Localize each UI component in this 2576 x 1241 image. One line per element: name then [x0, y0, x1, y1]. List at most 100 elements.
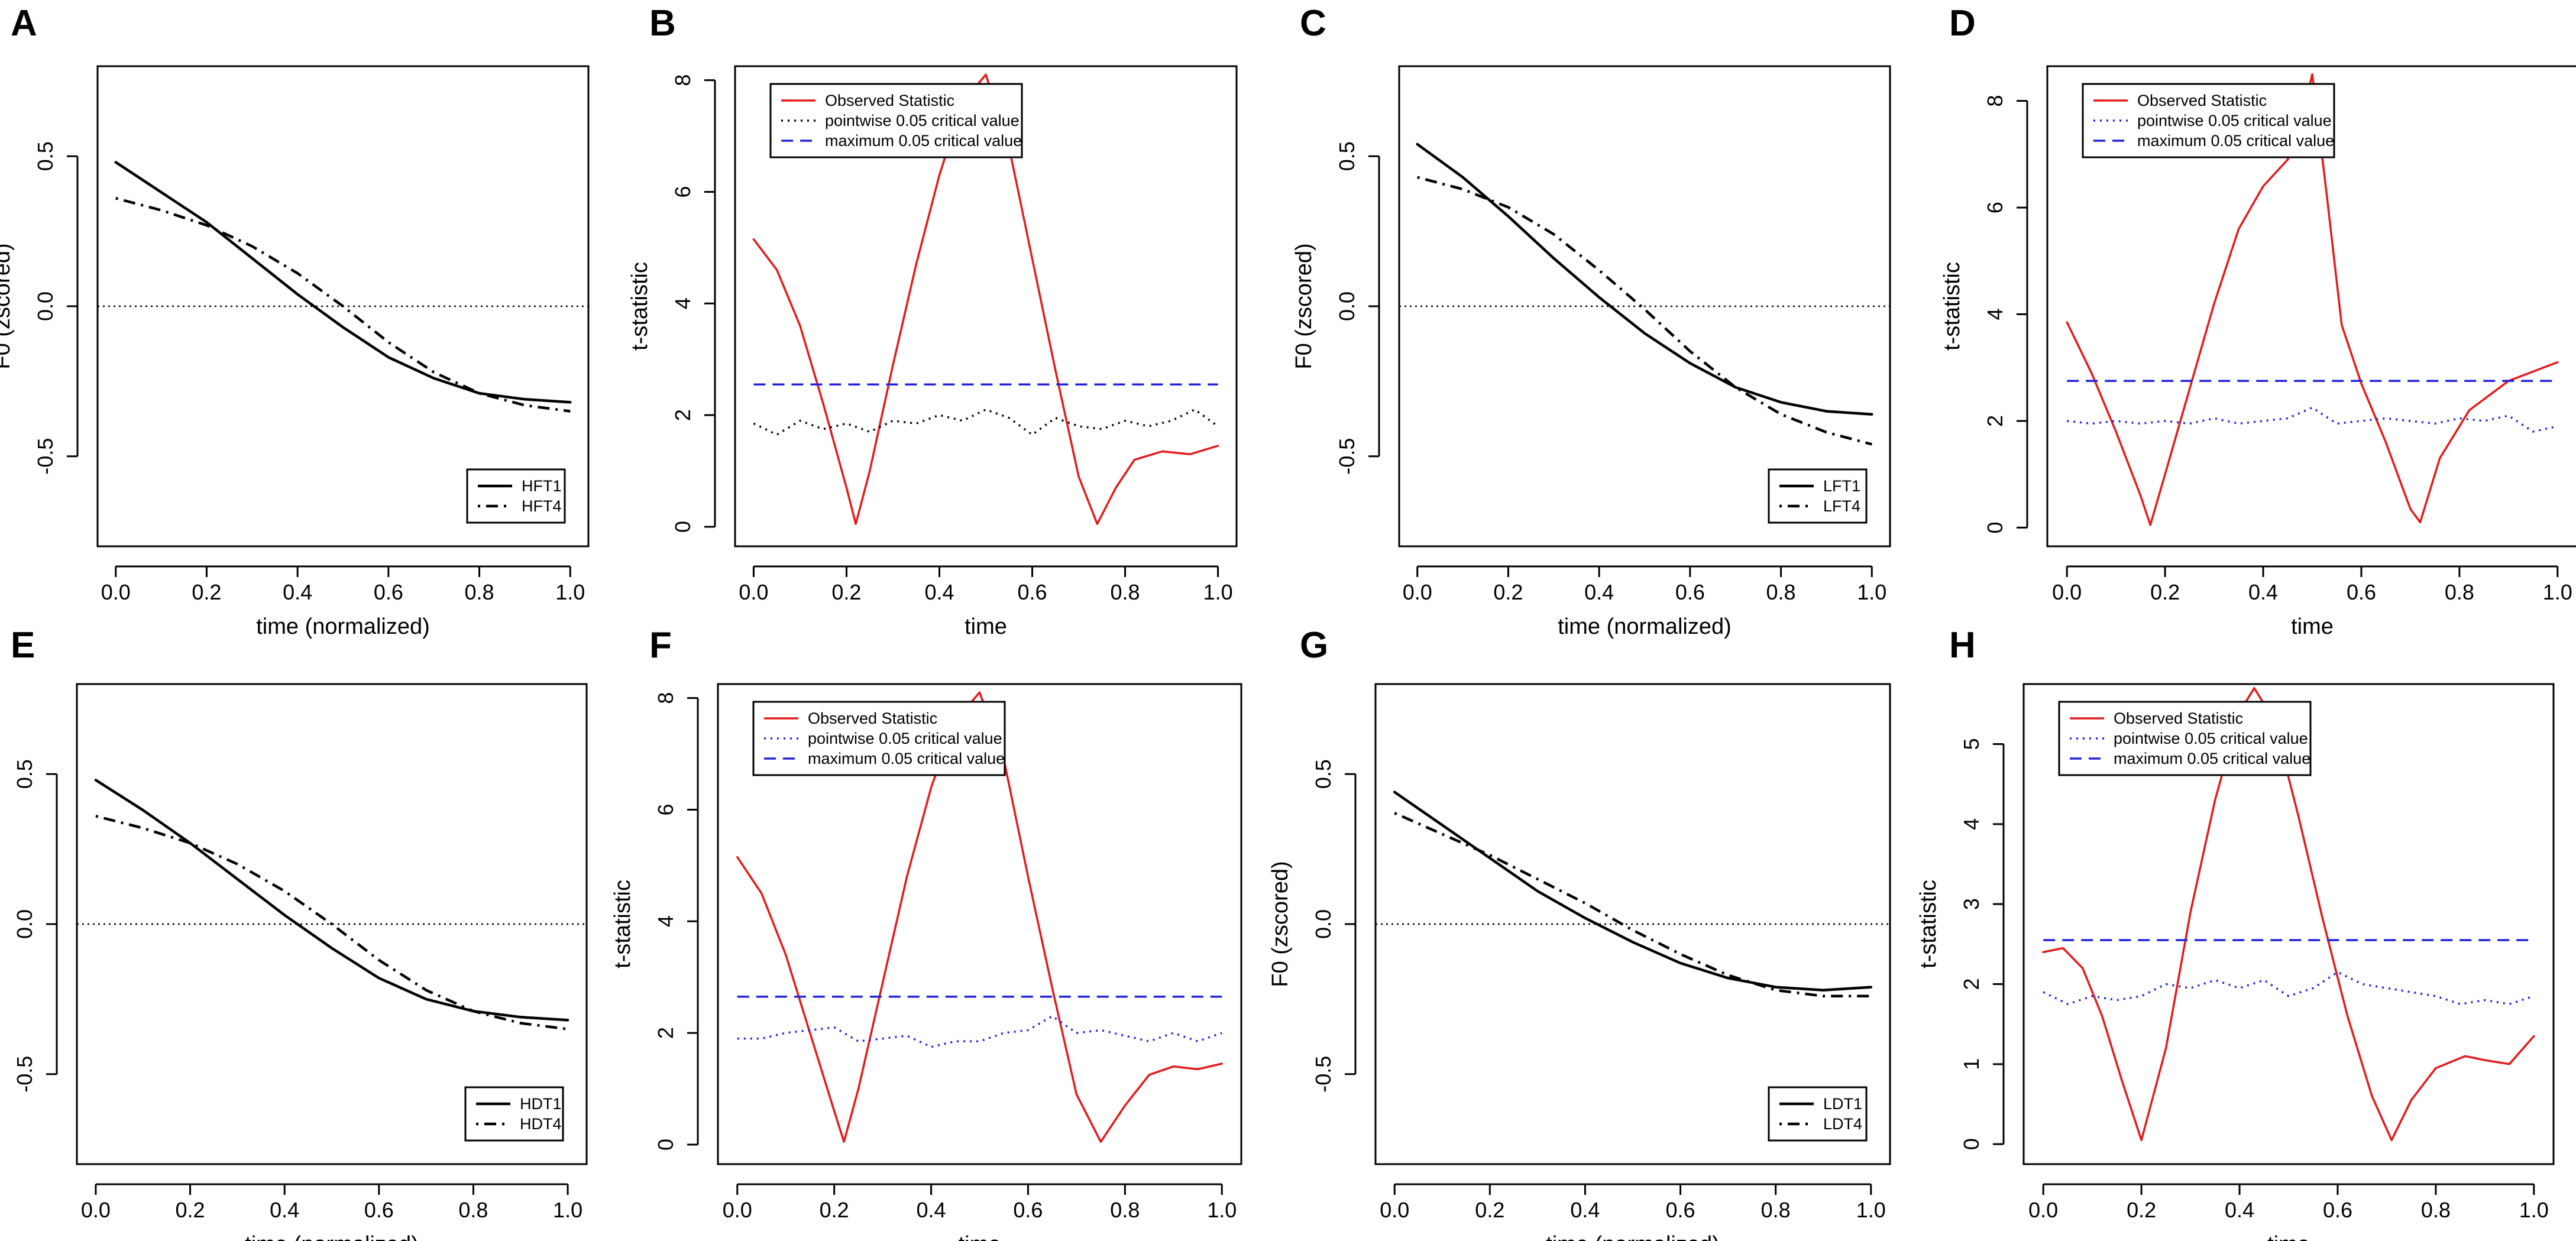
legend: LFT1 LFT4: [1768, 468, 1868, 524]
x-tick-label: 0.2: [2150, 580, 2180, 604]
legend-box: [1768, 1086, 1868, 1142]
legend-label: maximum 0.05 critical value: [2137, 132, 2334, 150]
y-tick-label: 0: [671, 521, 695, 533]
x-tick-label: 1.0: [1856, 1198, 1886, 1222]
panel-letter: F: [649, 625, 672, 666]
x-tick-label: 0.0: [2052, 580, 2082, 604]
x-tick-label: 0.0: [723, 1198, 752, 1222]
x-axis-title: time (normalized): [245, 1232, 419, 1241]
panel-g: G 0.0 0.2 0.4 0.6 0.8 1.0 -0.5 0.0 0.5 time (norma…: [1268, 625, 1891, 1241]
x-tick-label: 0.6: [374, 580, 403, 604]
legend-box: [1768, 468, 1868, 524]
plot-frame: [2046, 65, 2576, 547]
legend: Observed Statistic pointwise 0.05 critica…: [2058, 701, 2312, 776]
x-tick-label: 0.8: [458, 1198, 488, 1222]
x-tick-label: 0.6: [2323, 1198, 2352, 1222]
x-tick-label: 0.0: [739, 580, 768, 604]
legend-box: [2058, 701, 2312, 776]
series-line-hft4: [115, 197, 571, 413]
x-tick-label: 0.0: [2028, 1198, 2058, 1222]
x-tick-label: 0.8: [465, 580, 494, 604]
y-axis-title: t-statistic: [1916, 880, 1941, 968]
legend-label: pointwise 0.05 critical value: [808, 730, 1002, 747]
legend-box: [769, 83, 1023, 158]
y-tick-label: 4: [671, 297, 695, 309]
panel-letter: D: [1949, 3, 1976, 44]
plot-frame: [734, 65, 1238, 547]
legend: Observed Statistic pointwise 0.05 critica…: [752, 701, 1006, 776]
y-tick-label: 0.5: [1311, 759, 1335, 789]
y-tick-label: 2: [671, 409, 695, 421]
y-tick-label: 8: [671, 74, 695, 86]
x-tick-label: 0.2: [1493, 580, 1523, 604]
x-axis-title: time: [965, 614, 1007, 639]
x-tick-label: 0.6: [1675, 580, 1705, 604]
y-axis-title: t-statistic: [1940, 262, 1965, 351]
y-tick-label: 2: [1959, 978, 1983, 990]
panel-letter: G: [1300, 625, 1328, 666]
legend-label: HFT4: [522, 497, 562, 515]
legend: HFT1 HFT4: [466, 468, 566, 524]
legend-label: pointwise 0.05 critical value: [825, 112, 1020, 129]
x-axis-title: time (normalized): [256, 614, 430, 639]
x-axis-title: time: [2267, 1232, 2310, 1241]
series-line-lft1: [1416, 142, 1873, 416]
x-tick-label: 0.0: [81, 1198, 111, 1222]
plot-frame: [717, 683, 1242, 1165]
legend: Observed Statistic pointwise 0.05 critica…: [769, 83, 1023, 158]
series-line-pointwise-0-05-critical-value: [2067, 406, 2558, 433]
x-tick-label: 1.0: [2519, 1198, 2549, 1222]
legend-label: HDT4: [520, 1115, 562, 1133]
legend: LDT1 LDT4: [1768, 1086, 1868, 1142]
panel-e: E 0.0 0.2 0.4 0.6 0.8 1.0 -0.5 0.0 0.5 time (norma…: [11, 625, 588, 1241]
y-tick-label: 0.0: [1335, 291, 1359, 321]
legend-label: Observed Statistic: [2137, 92, 2267, 109]
y-tick-label: 6: [653, 803, 678, 815]
x-tick-label: 0.4: [917, 1198, 946, 1222]
legend-label: LFT4: [1823, 497, 1860, 515]
panel-letter: B: [649, 3, 676, 44]
x-tick-label: 0.6: [364, 1198, 394, 1222]
x-tick-label: 1.0: [2543, 580, 2572, 604]
y-tick-label: 8: [653, 692, 678, 704]
series-line-pointwise-0-05-critical-value: [753, 408, 1219, 436]
y-tick-label: 0.0: [1311, 909, 1335, 939]
legend-label: LFT1: [1823, 477, 1860, 495]
y-tick-label: 0.5: [12, 759, 37, 789]
series-line-hdt1: [94, 779, 569, 1022]
legend-label: maximum 0.05 critical value: [808, 750, 1005, 767]
y-tick-label: -0.5: [12, 1056, 37, 1093]
x-tick-label: 0.6: [1666, 1198, 1695, 1222]
y-axis-title: t-statistic: [627, 262, 652, 351]
y-tick-label: 4: [653, 915, 678, 927]
legend-box: [2082, 83, 2335, 158]
panel-letter: C: [1300, 3, 1326, 44]
legend-label: Observed Statistic: [2114, 709, 2243, 727]
legend: Observed Statistic pointwise 0.05 critica…: [2082, 83, 2335, 158]
x-tick-label: 0.2: [192, 580, 221, 604]
legend-label: maximum 0.05 critical value: [2114, 750, 2310, 767]
y-axis-title: F0 (zscored): [1292, 243, 1316, 369]
y-tick-label: 2: [1983, 415, 2007, 427]
x-tick-label: 0.4: [924, 580, 954, 604]
x-tick-label: 0.4: [1570, 1198, 1600, 1222]
panel-letter: H: [1949, 625, 1976, 666]
legend-label: maximum 0.05 critical value: [825, 132, 1022, 150]
x-axis-title: time: [959, 1232, 1001, 1241]
series-line-ldt1: [1393, 790, 1873, 991]
panel-h: H 0.0 0.2 0.4 0.6 0.8 1.0 0 1 2 3 4 5 time t-statistic…: [1916, 625, 2555, 1241]
x-tick-label: 0.2: [176, 1198, 205, 1222]
panel-b: B 0.0 0.2 0.4 0.6 0.8 1.0 0 2 4 6 8 time t-statistic O…: [627, 3, 1238, 639]
y-tick-label: 5: [1959, 738, 1983, 750]
x-tick-label: 0.4: [1584, 580, 1614, 604]
x-tick-label: 0.0: [1380, 1198, 1409, 1222]
x-tick-label: 0.2: [1475, 1198, 1504, 1222]
x-axis-title: time (normalized): [1546, 1232, 1720, 1241]
x-tick-label: 1.0: [553, 1198, 582, 1222]
y-tick-label: 8: [1983, 95, 2007, 107]
x-tick-label: 0.8: [2421, 1198, 2451, 1222]
series-line-lft4: [1417, 176, 1872, 446]
y-tick-label: 2: [653, 1027, 678, 1039]
x-tick-label: 0.8: [1766, 580, 1796, 604]
x-tick-label: 0.4: [2225, 1198, 2254, 1222]
